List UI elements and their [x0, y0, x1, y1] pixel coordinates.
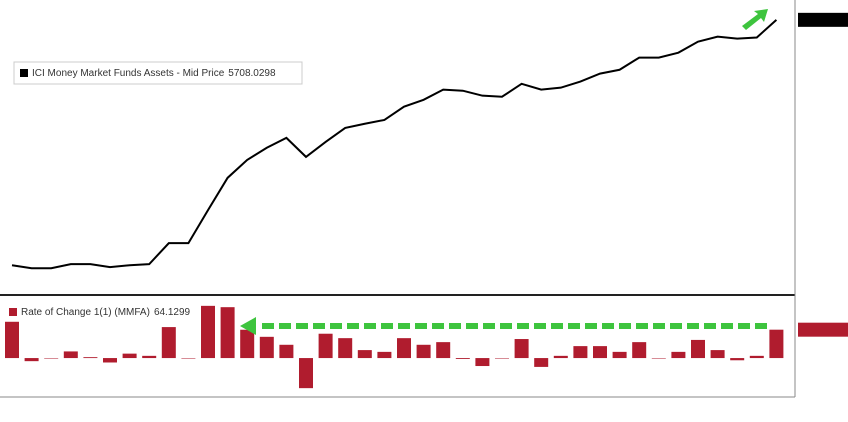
- legend-swatch: [9, 308, 17, 316]
- legend-value: 5708.0298: [228, 68, 276, 79]
- bar: [240, 329, 255, 359]
- dashed-arrow-head: [240, 317, 256, 335]
- bar: [338, 338, 353, 359]
- legend-value: 64.1299: [154, 307, 191, 318]
- bar: [259, 336, 274, 359]
- legend-box: [3, 303, 217, 321]
- bar: [573, 346, 588, 359]
- bar: [103, 358, 117, 363]
- legend-label: ICI Money Market Funds Assets - Mid Pric…: [32, 68, 276, 79]
- bar: [299, 358, 313, 389]
- bar: [730, 358, 745, 361]
- bar: [534, 358, 549, 367]
- bar: [122, 353, 137, 359]
- bar: [377, 351, 392, 359]
- bar: [651, 358, 666, 359]
- bar: [279, 344, 294, 359]
- bar: [436, 342, 451, 359]
- bar: [44, 358, 59, 359]
- bar: [593, 346, 607, 359]
- up-arrow: [742, 9, 768, 30]
- bar: [749, 355, 764, 359]
- bar: [357, 350, 372, 359]
- bar: [416, 344, 431, 359]
- bar: [495, 358, 509, 359]
- bar: [455, 358, 470, 359]
- marks-layer: [5, 12, 848, 389]
- bar: [514, 339, 529, 359]
- bar: [671, 351, 686, 359]
- text-layer: ICI Money Market Funds Assets - Mid Pric…: [9, 68, 276, 318]
- bar: [220, 307, 235, 359]
- legend-swatch: [20, 69, 28, 77]
- bar: [318, 333, 333, 359]
- legend-label: Rate of Change 1(1) (MMFA) 64.1299: [21, 307, 191, 318]
- legend-name: ICI Money Market Funds Assets - Mid Pric…: [32, 68, 225, 79]
- last-value-box: [798, 12, 848, 27]
- bar: [24, 358, 39, 362]
- legend-name: Rate of Change 1(1) (MMFA): [21, 307, 150, 318]
- bar: [691, 339, 705, 359]
- bar: [612, 351, 627, 359]
- bar: [201, 305, 215, 359]
- bar: [475, 358, 490, 367]
- bar: [161, 327, 176, 359]
- last-value-box: [798, 322, 848, 337]
- line-series: [11, 19, 778, 270]
- bar: [710, 350, 725, 359]
- bar: [63, 351, 78, 359]
- bar: [632, 342, 647, 359]
- bar: [769, 329, 784, 359]
- bar: [553, 355, 568, 359]
- legend-box: [13, 61, 303, 85]
- bar: [142, 355, 157, 359]
- bar: [397, 338, 411, 359]
- bar: [181, 358, 196, 359]
- grid-layer: [3, 61, 303, 321]
- bar: [5, 321, 19, 359]
- bar: [83, 357, 98, 359]
